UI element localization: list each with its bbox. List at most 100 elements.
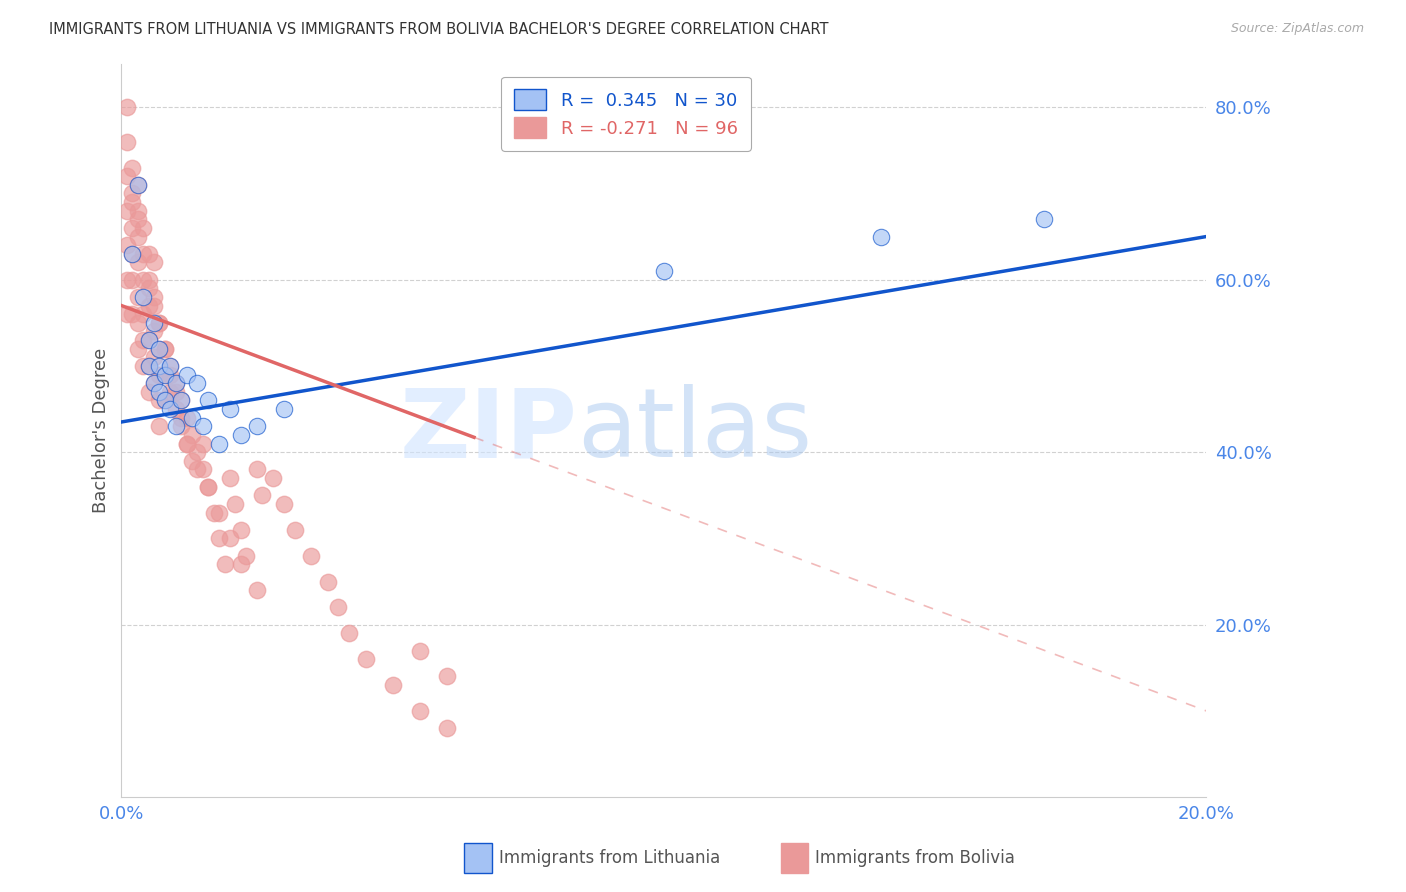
Point: [138, 333, 160, 347]
Point: [235, 549, 257, 563]
Legend: R =  0.345   N = 30, R = -0.271   N = 96: R = 0.345 N = 30, R = -0.271 N = 96: [502, 77, 751, 151]
Point: [143, 299, 166, 313]
Point: [191, 419, 214, 434]
Point: [159, 359, 181, 373]
Point: [181, 454, 204, 468]
Point: [176, 368, 198, 382]
Point: [148, 316, 170, 330]
Point: [186, 462, 208, 476]
Text: atlas: atlas: [576, 384, 813, 477]
Point: [224, 497, 246, 511]
Point: [121, 195, 143, 210]
Point: [115, 203, 138, 218]
Point: [1032, 212, 1054, 227]
Point: [143, 325, 166, 339]
Point: [246, 462, 269, 476]
Point: [132, 333, 155, 347]
Point: [121, 161, 143, 175]
Point: [143, 255, 166, 269]
Point: [191, 462, 214, 476]
Point: [127, 212, 149, 227]
Point: [138, 281, 160, 295]
Point: [328, 600, 350, 615]
Point: [186, 376, 208, 391]
Point: [219, 402, 242, 417]
Point: [121, 186, 143, 201]
Point: [132, 273, 155, 287]
Point: [186, 445, 208, 459]
Point: [219, 471, 242, 485]
Point: [138, 273, 160, 287]
Point: [127, 316, 149, 330]
Point: [316, 574, 339, 589]
Point: [143, 290, 166, 304]
Point: [409, 704, 432, 718]
Point: [121, 273, 143, 287]
Point: [337, 626, 360, 640]
Point: [436, 669, 458, 683]
Point: [165, 402, 187, 417]
Point: [153, 342, 176, 356]
Point: [115, 273, 138, 287]
Point: [148, 419, 170, 434]
Point: [138, 247, 160, 261]
Point: [121, 247, 143, 261]
Point: [148, 342, 170, 356]
Point: [132, 307, 155, 321]
Point: [273, 402, 295, 417]
Point: [115, 135, 138, 149]
Point: [115, 100, 138, 114]
Point: [219, 532, 242, 546]
Point: [381, 678, 404, 692]
Point: [148, 342, 170, 356]
Point: [299, 549, 322, 563]
Point: [132, 221, 155, 235]
Point: [176, 436, 198, 450]
Point: [148, 316, 170, 330]
Point: [153, 368, 176, 382]
Point: [138, 384, 160, 399]
Point: [132, 359, 155, 373]
Point: [132, 247, 155, 261]
Point: [869, 229, 891, 244]
Point: [202, 506, 225, 520]
Point: [153, 342, 176, 356]
Point: [181, 410, 204, 425]
Point: [208, 436, 231, 450]
Point: [127, 203, 149, 218]
Point: [262, 471, 284, 485]
Point: [170, 393, 193, 408]
Point: [148, 368, 170, 382]
Point: [229, 558, 252, 572]
Point: [354, 652, 377, 666]
Point: [170, 393, 193, 408]
Point: [115, 238, 138, 252]
Point: [165, 419, 187, 434]
Point: [159, 402, 181, 417]
Text: Immigrants from Lithuania: Immigrants from Lithuania: [499, 849, 720, 867]
Point: [138, 299, 160, 313]
Point: [127, 178, 149, 192]
Point: [170, 419, 193, 434]
Point: [127, 290, 149, 304]
Point: [273, 497, 295, 511]
Point: [229, 428, 252, 442]
Point: [159, 384, 181, 399]
Point: [138, 359, 160, 373]
Point: [159, 359, 181, 373]
Point: [170, 410, 193, 425]
Point: [127, 342, 149, 356]
Point: [191, 436, 214, 450]
Point: [148, 359, 170, 373]
Point: [246, 583, 269, 598]
Point: [176, 436, 198, 450]
Point: [127, 178, 149, 192]
Point: [143, 376, 166, 391]
Point: [143, 316, 166, 330]
Y-axis label: Bachelor's Degree: Bachelor's Degree: [93, 348, 110, 513]
Point: [132, 290, 155, 304]
Text: ZIP: ZIP: [399, 384, 576, 477]
Point: [652, 264, 675, 278]
Text: Immigrants from Bolivia: Immigrants from Bolivia: [815, 849, 1015, 867]
Point: [197, 393, 219, 408]
